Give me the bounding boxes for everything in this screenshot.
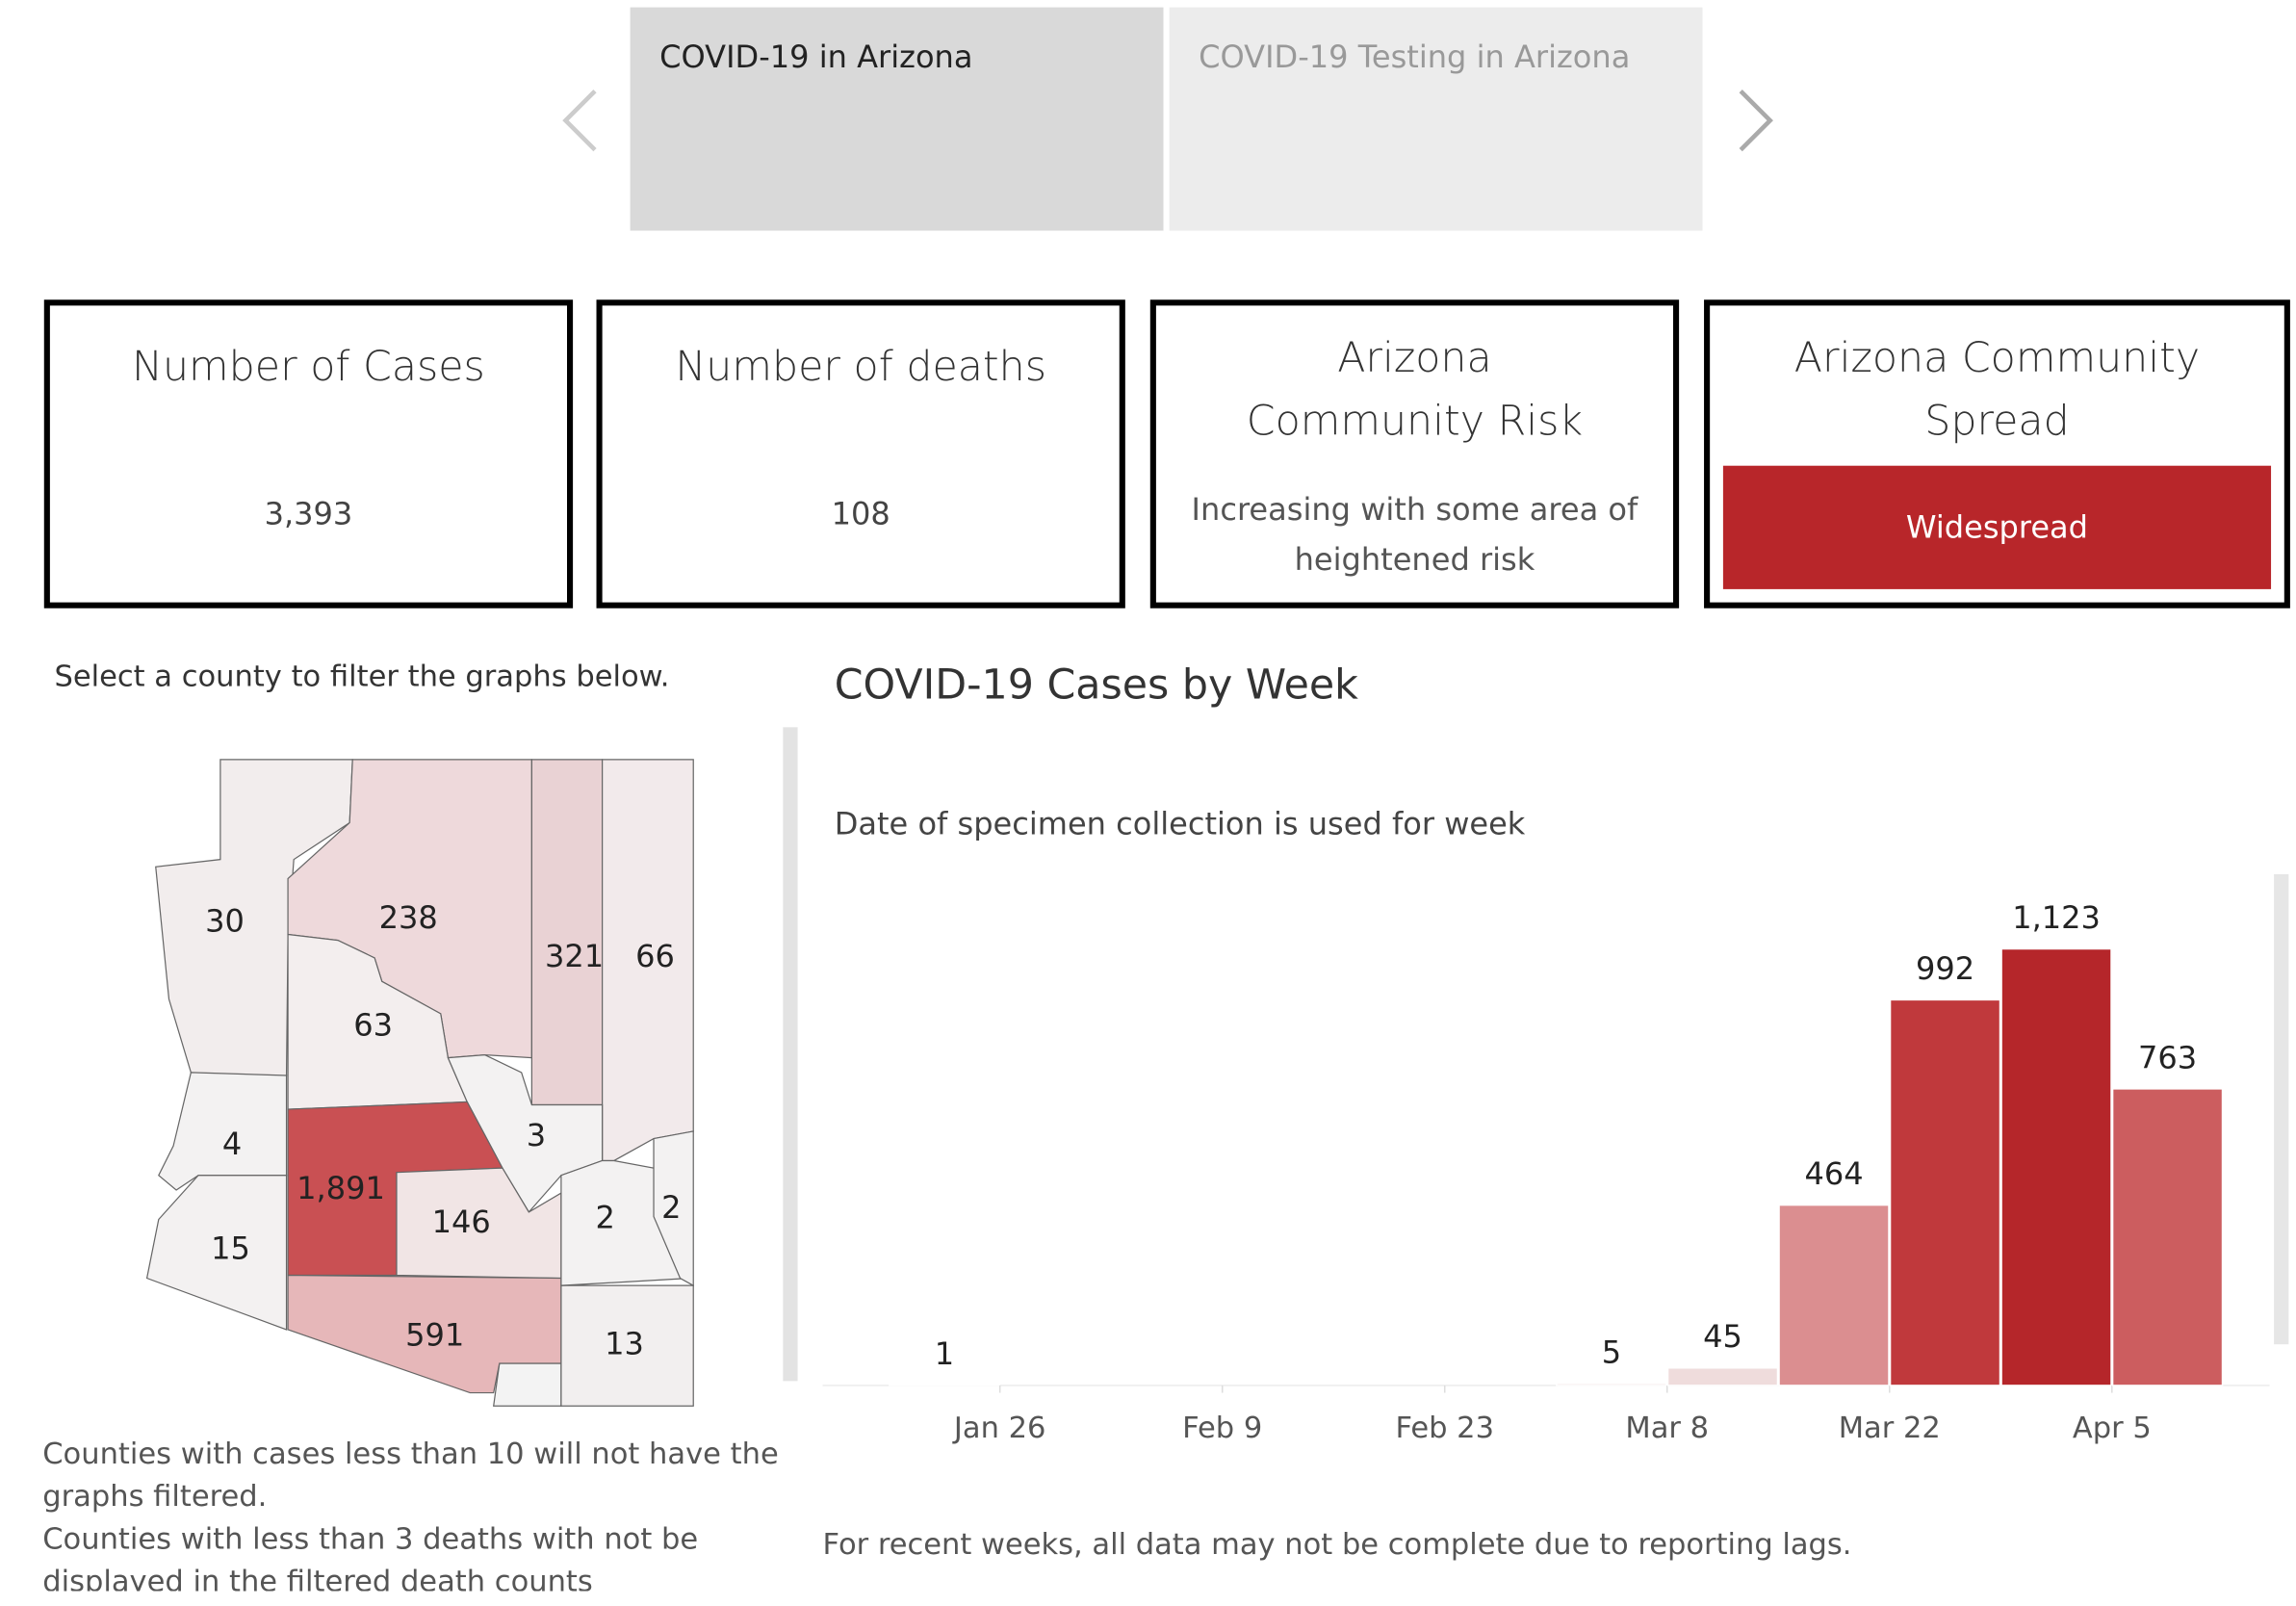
x-tick-label: Mar 8 bbox=[1625, 1412, 1709, 1445]
chart-subtitle: Date of specimen collection is used for … bbox=[835, 806, 1526, 842]
county-shape bbox=[158, 1072, 288, 1191]
kpi-value: Increasing with some area of heightened … bbox=[1191, 492, 1638, 578]
county[interactable]: 2 bbox=[653, 1130, 694, 1287]
kpi-card: Arizona Community Risk Increasing with so… bbox=[1149, 299, 1680, 609]
county-shape bbox=[560, 1284, 694, 1407]
bar bbox=[1556, 1383, 1667, 1386]
scrollbar[interactable] bbox=[783, 727, 798, 1382]
note: Counties with cases less than 10 will no… bbox=[42, 1435, 779, 1514]
x-tick-label: Feb 9 bbox=[1182, 1412, 1262, 1445]
footnote: For recent weeks, all data may not be co… bbox=[823, 1528, 1852, 1562]
county-label: 66 bbox=[635, 938, 675, 974]
map-notes: Counties with cases less than 10 will no… bbox=[42, 1433, 806, 1592]
county[interactable]: 146 bbox=[396, 1167, 562, 1280]
county-label: 3 bbox=[527, 1117, 546, 1153]
bar-chart: COVID-19 Cases by Week Date of specimen … bbox=[823, 661, 2270, 1562]
county-label: 13 bbox=[605, 1326, 644, 1362]
kpi-card: Arizona Community Spread Widespread bbox=[1704, 299, 2290, 609]
value-label: 5 bbox=[1602, 1334, 1621, 1370]
county[interactable]: 66 bbox=[602, 759, 694, 1162]
county bbox=[493, 1362, 562, 1407]
bar bbox=[1778, 1204, 1890, 1386]
value-label: 1 bbox=[935, 1335, 954, 1372]
county[interactable]: 63 bbox=[287, 933, 469, 1110]
bar bbox=[1666, 1367, 1779, 1386]
county-label: 30 bbox=[205, 902, 245, 939]
county-shape bbox=[530, 759, 604, 1106]
county-label: 1,891 bbox=[297, 1170, 385, 1206]
value-label: 45 bbox=[1703, 1318, 1742, 1355]
county[interactable]: 1,891 bbox=[287, 1101, 503, 1277]
x-tick-label: Feb 23 bbox=[1395, 1412, 1494, 1445]
next-arrow[interactable] bbox=[1739, 89, 1773, 152]
county-label: 238 bbox=[379, 899, 438, 936]
county[interactable]: 321 bbox=[530, 759, 604, 1106]
kpi-title: Number of deaths bbox=[675, 342, 1047, 391]
county-label: 591 bbox=[405, 1317, 464, 1354]
county-shape bbox=[653, 1130, 694, 1287]
kpi-title: Arizona Community Risk bbox=[1246, 333, 1584, 446]
kpi-card: Number of Cases 3,393 bbox=[43, 299, 574, 609]
county-label: 15 bbox=[211, 1230, 250, 1267]
scrollbar[interactable] bbox=[2274, 873, 2289, 1345]
kpi-value: 3,393 bbox=[264, 496, 353, 532]
value-label: 464 bbox=[1804, 1155, 1863, 1192]
county-label: 4 bbox=[222, 1126, 242, 1162]
map-instruction: Select a county to filter the graphs bel… bbox=[54, 658, 670, 694]
bar bbox=[2111, 1088, 2224, 1386]
county-label: 2 bbox=[595, 1200, 614, 1236]
county-label: 321 bbox=[545, 938, 604, 974]
prev-arrow[interactable] bbox=[562, 89, 597, 152]
tab[interactable]: COVID-19 in Arizona bbox=[630, 7, 1164, 231]
value-label: 1,123 bbox=[2012, 899, 2101, 936]
kpi-card: Number of deaths 108 bbox=[596, 299, 1125, 609]
bar bbox=[1889, 998, 2001, 1386]
county[interactable]: 13 bbox=[560, 1284, 694, 1407]
chart-title: COVID-19 Cases by Week bbox=[835, 661, 1358, 710]
bar bbox=[2000, 947, 2112, 1386]
kpi-value: 108 bbox=[831, 496, 890, 532]
kpi-title: Number of Cases bbox=[132, 342, 485, 391]
county-label: 146 bbox=[432, 1204, 491, 1240]
county-shape bbox=[145, 1175, 288, 1331]
county-map: 30 238 321 66 63 3 4 1,891 146 15 591 13 2 2 bbox=[145, 759, 694, 1407]
county-label: 2 bbox=[661, 1189, 681, 1226]
x-tick-label: Jan 26 bbox=[952, 1412, 1046, 1445]
value-label: 763 bbox=[2138, 1039, 2197, 1075]
tab[interactable]: COVID-19 Testing in Arizona bbox=[1169, 7, 1703, 231]
county[interactable]: 15 bbox=[145, 1175, 288, 1331]
county-label: 63 bbox=[353, 1007, 393, 1044]
value-label: 992 bbox=[1916, 950, 1974, 987]
note: Counties with less than 3 deaths with no… bbox=[42, 1520, 699, 1592]
x-tick-label: Apr 5 bbox=[2073, 1412, 2152, 1445]
county[interactable]: 4 bbox=[158, 1072, 288, 1191]
kpi-badge: Widespread bbox=[1722, 465, 2272, 589]
x-tick-label: Mar 22 bbox=[1839, 1412, 1941, 1445]
kpi-title: Arizona Community Spread bbox=[1793, 333, 2201, 446]
